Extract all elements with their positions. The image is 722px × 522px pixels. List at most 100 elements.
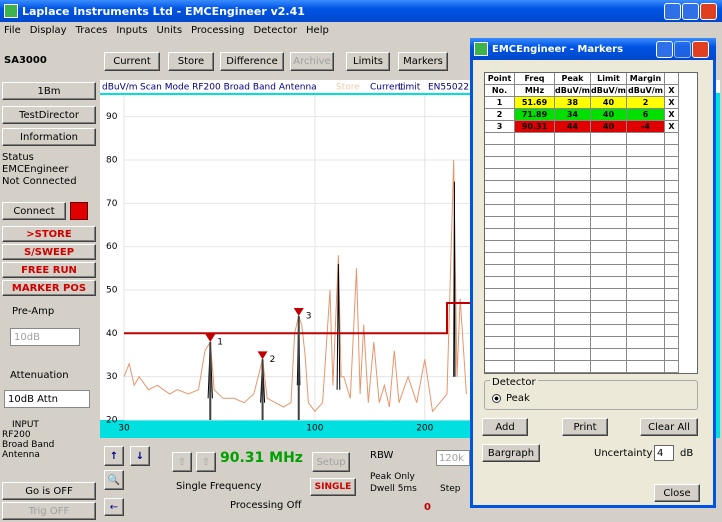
single-button[interactable]: SINGLE [310, 478, 356, 496]
dwell-label: Dwell 5ms [370, 484, 417, 494]
grid-cell [627, 217, 665, 229]
grid-cell [665, 157, 679, 169]
rbw-field[interactable]: 120k [436, 450, 470, 466]
grid-cell [485, 157, 515, 169]
grid-cell [627, 241, 665, 253]
table-cell[interactable]: X [665, 109, 679, 121]
grid-cell [627, 253, 665, 265]
toolbar-button[interactable]: Markers [398, 52, 448, 71]
grid-cell [665, 205, 679, 217]
setup-button[interactable]: Setup [312, 452, 350, 472]
standard-label: EN55022 [428, 83, 469, 93]
grid-cell [665, 217, 679, 229]
markers-title: EMCEngineer - Markers [492, 43, 624, 55]
grid-cell [515, 325, 555, 337]
grid-cell [627, 133, 665, 145]
mode-button[interactable]: FREE RUN [2, 262, 96, 278]
grid-cell [485, 169, 515, 181]
add-button[interactable]: Add [482, 418, 528, 436]
mode-button[interactable]: >STORE [2, 226, 96, 242]
grid-cell [665, 73, 679, 85]
legend-entry: Store [336, 83, 360, 93]
up-button[interactable]: ↑ [104, 446, 124, 466]
clear-all-button[interactable]: Clear All [640, 418, 698, 436]
grid-cell [591, 241, 627, 253]
grid-cell [591, 349, 627, 361]
mode-button[interactable]: S/SWEEP [2, 244, 96, 260]
minimize-button[interactable] [656, 41, 673, 58]
prev-button[interactable]: ⇧ [172, 452, 192, 472]
table-cell: -4 [627, 121, 665, 133]
close-window-button[interactable]: Close [654, 484, 700, 502]
grid-cell [485, 229, 515, 241]
mode-button[interactable]: MARKER POS [2, 280, 96, 296]
menu-item[interactable]: Inputs [116, 24, 148, 36]
menu-item[interactable]: Detector [253, 24, 298, 36]
grid-cell [591, 145, 627, 157]
maximize-button[interactable] [682, 3, 699, 20]
next-button[interactable]: ⇧ [196, 452, 216, 472]
maximize-button[interactable] [674, 41, 691, 58]
grid-cell [555, 289, 591, 301]
menu-item[interactable]: File [4, 24, 21, 36]
close-button[interactable] [692, 41, 709, 58]
status-line: Not Connected [2, 176, 77, 187]
button[interactable]: TestDirector [2, 106, 96, 124]
y-axis-label: dBuV/m [102, 83, 138, 93]
marker-label: 2 [270, 355, 276, 365]
menu-item[interactable]: Display [29, 24, 67, 36]
toolbar-button[interactable]: Archive [290, 52, 334, 71]
bargraph-button[interactable]: Bargraph [482, 444, 540, 462]
column-unit: X [665, 85, 679, 97]
column-unit: dBuV/m [555, 85, 591, 97]
print-button[interactable]: Print [562, 418, 608, 436]
table-cell[interactable]: X [665, 121, 679, 133]
x-tick-label: 200 [416, 424, 433, 434]
table-cell: 6 [627, 109, 665, 121]
grid-cell [665, 289, 679, 301]
connect-button[interactable]: Connect [2, 202, 66, 220]
grid-cell [485, 349, 515, 361]
table-cell: 40 [591, 121, 627, 133]
toolbar-button[interactable]: Store [168, 52, 214, 71]
table-cell[interactable]: X [665, 97, 679, 109]
close-button[interactable] [700, 3, 717, 20]
grid-cell [555, 349, 591, 361]
uncertainty-field[interactable]: 4 [654, 445, 674, 461]
go-button[interactable]: Go is OFF [2, 482, 96, 500]
grid-cell [665, 193, 679, 205]
left-button[interactable]: ← [104, 498, 124, 516]
down-button[interactable]: ↓ [130, 446, 150, 466]
menu-item[interactable]: Processing [191, 24, 245, 36]
menu-item[interactable]: Traces [75, 24, 108, 36]
legend-entry: Current [370, 83, 404, 93]
grid-cell [555, 205, 591, 217]
grid-cell [555, 193, 591, 205]
label: Attenuation [10, 370, 69, 381]
minimize-button[interactable] [664, 3, 681, 20]
grid-cell [627, 157, 665, 169]
grid-cell [627, 349, 665, 361]
toolbar-button[interactable]: Difference [220, 52, 284, 71]
grid-cell [555, 325, 591, 337]
grid-cell [591, 157, 627, 169]
preamp-dropdown[interactable]: 10dB [10, 328, 80, 346]
toolbar-button[interactable]: Limits [346, 52, 390, 71]
button[interactable]: Information [2, 128, 96, 146]
uncertainty-label: Uncertainty [594, 448, 653, 459]
grid-cell [555, 241, 591, 253]
attenuation-dropdown[interactable]: 10dB Attn [4, 390, 90, 408]
trig-button[interactable]: Trig OFF [2, 502, 96, 520]
zoom-button[interactable]: 🔍 [104, 470, 124, 490]
table-cell: 3 [485, 121, 515, 133]
menu-item[interactable]: Help [306, 24, 329, 36]
radio-button[interactable] [492, 394, 501, 403]
marker-label: 1 [217, 338, 223, 348]
menu-item[interactable]: Units [156, 24, 183, 36]
button[interactable]: 1Bm [2, 82, 96, 100]
app-icon [4, 4, 18, 18]
grid-cell [555, 301, 591, 313]
toolbar-button[interactable]: Current [104, 52, 160, 71]
y-tick-label: 90 [106, 112, 118, 122]
grid-cell [591, 133, 627, 145]
